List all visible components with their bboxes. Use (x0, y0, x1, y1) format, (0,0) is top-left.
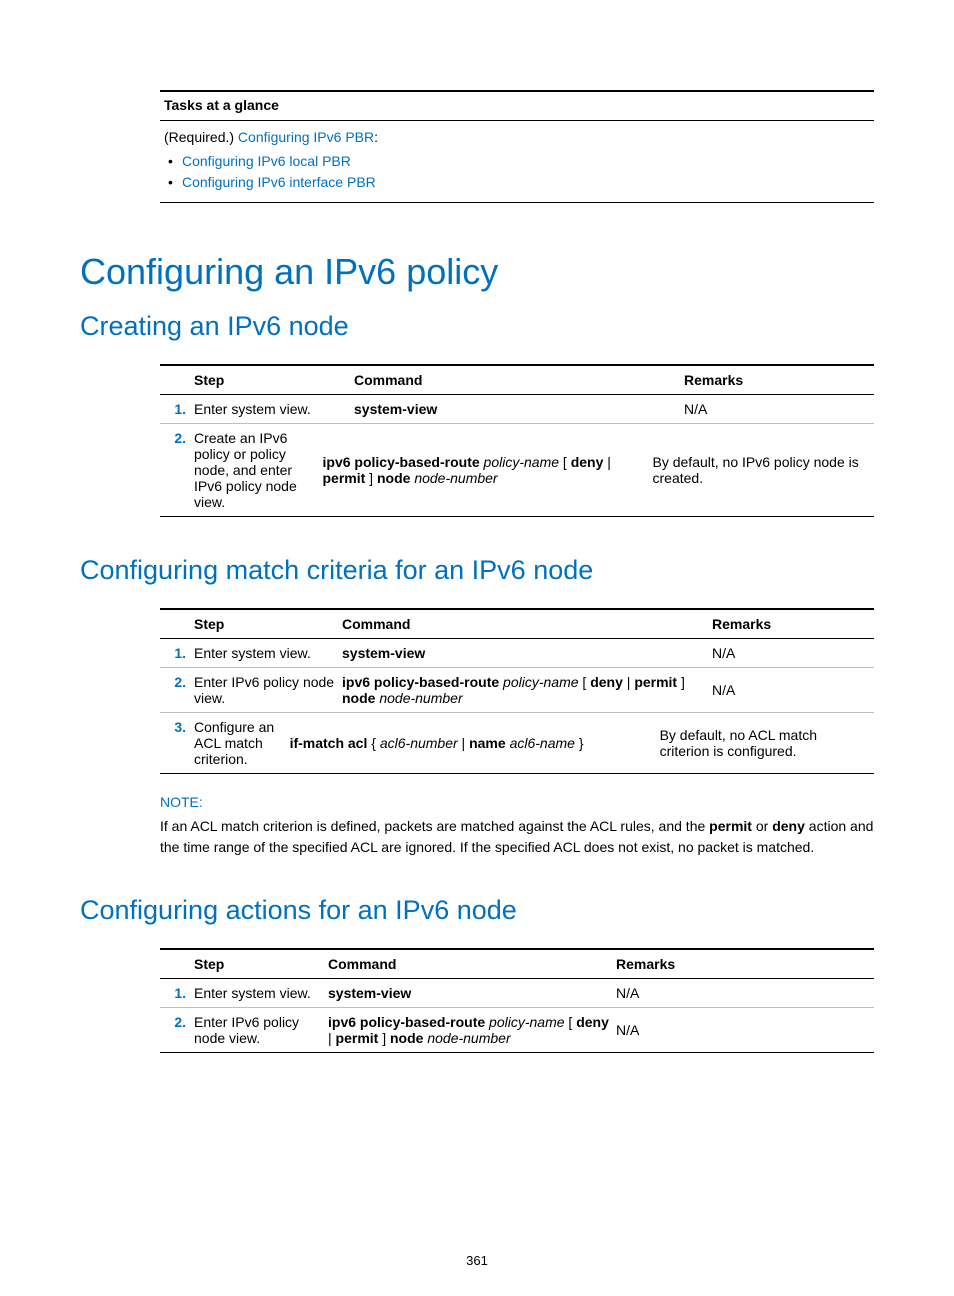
step-cell: 1.Enter system view. (164, 985, 328, 1001)
note-block: NOTE: If an ACL match criterion is defin… (160, 792, 874, 857)
step-table: Step Command Remarks 1.Enter system view… (160, 948, 874, 1053)
tasks-bullet-link[interactable]: Configuring IPv6 interface PBR (182, 174, 376, 190)
tasks-required-line: (Required.) Configuring IPv6 PBR: (164, 127, 870, 149)
tasks-bullet-item: Configuring IPv6 interface PBR (182, 172, 870, 194)
table-header-command: Command (328, 956, 616, 972)
remarks-cell: N/A (712, 682, 870, 698)
step-number: 1. (164, 401, 194, 417)
tasks-bullet-item: Configuring IPv6 local PBR (182, 151, 870, 173)
step-cell: 3.Configure an ACL match criterion. (164, 719, 290, 767)
section-heading: Configuring actions for an IPv6 node (80, 895, 874, 926)
command-cell: system-view (328, 985, 616, 1001)
table-header-row: Step Command Remarks (160, 950, 874, 979)
step-number: 1. (164, 645, 194, 661)
step-description: Enter IPv6 policy node view. (194, 1014, 328, 1046)
step-description: Enter IPv6 policy node view. (194, 674, 342, 706)
remarks-cell: N/A (712, 645, 870, 661)
step-cell: 1.Enter system view. (164, 401, 354, 417)
step-table: Step Command Remarks 1.Enter system view… (160, 364, 874, 517)
command-cell: system-view (354, 401, 684, 417)
note-label: NOTE: (160, 792, 874, 812)
table-header-remarks: Remarks (684, 372, 870, 388)
tasks-required-label: (Required.) (164, 129, 234, 145)
remarks-cell: N/A (616, 985, 870, 1001)
command-cell: if-match acl { acl6-number | name acl6-n… (290, 735, 660, 751)
step-description: Enter system view. (194, 401, 311, 417)
table-header-row: Step Command Remarks (160, 366, 874, 395)
page-number: 361 (0, 1253, 954, 1268)
tasks-bullet-link[interactable]: Configuring IPv6 local PBR (182, 153, 351, 169)
table-row: 1.Enter system view.system-viewN/A (160, 395, 874, 423)
remarks-cell: N/A (684, 401, 870, 417)
step-cell: 2.Enter IPv6 policy node view. (164, 1014, 328, 1046)
table-row: 2.Enter IPv6 policy node view.ipv6 polic… (160, 667, 874, 712)
step-number: 1. (164, 985, 194, 1001)
remarks-cell: N/A (616, 1022, 870, 1038)
section-heading: Configuring match criteria for an IPv6 n… (80, 555, 874, 586)
remarks-cell: By default, no IPv6 policy node is creat… (653, 454, 871, 486)
command-cell: ipv6 policy-based-route policy-name [ de… (342, 674, 712, 706)
step-description: Enter system view. (194, 985, 311, 1001)
tasks-colon: : (374, 129, 378, 145)
step-number: 3. (164, 719, 194, 767)
table-row: 1.Enter system view.system-viewN/A (160, 979, 874, 1007)
step-number: 2. (164, 674, 194, 706)
tasks-box: Tasks at a glance (Required.) Configurin… (160, 90, 874, 203)
step-cell: 2.Enter IPv6 policy node view. (164, 674, 342, 706)
tasks-header-text: Tasks at a glance (164, 97, 279, 113)
step-description: Enter system view. (194, 645, 311, 661)
table-row: 2.Create an IPv6 policy or policy node, … (160, 423, 874, 516)
table-header-step: Step (164, 372, 354, 388)
tasks-header: Tasks at a glance (160, 92, 874, 121)
document-page: Tasks at a glance (Required.) Configurin… (0, 0, 954, 1296)
remarks-cell: By default, no ACL match criterion is co… (660, 727, 870, 759)
step-cell: 1.Enter system view. (164, 645, 342, 661)
command-cell: ipv6 policy-based-route policy-name [ de… (328, 1014, 616, 1046)
tasks-bullets: Configuring IPv6 local PBR Configuring I… (182, 151, 870, 194)
command-cell: system-view (342, 645, 712, 661)
step-number: 2. (164, 430, 194, 510)
step-number: 2. (164, 1014, 194, 1046)
table-header-step: Step (164, 616, 342, 632)
page-title: Configuring an IPv6 policy (80, 251, 874, 293)
table-rows-s2: 1.Enter system view.system-viewN/A2.Ente… (160, 639, 874, 773)
step-table: Step Command Remarks 1.Enter system view… (160, 608, 874, 774)
table-header-command: Command (342, 616, 712, 632)
step-description: Create an IPv6 policy or policy node, an… (194, 430, 323, 510)
table-header-remarks: Remarks (712, 616, 870, 632)
table-row: 2.Enter IPv6 policy node view.ipv6 polic… (160, 1007, 874, 1052)
table-header-remarks: Remarks (616, 956, 870, 972)
command-cell: ipv6 policy-based-route policy-name [ de… (323, 454, 653, 486)
table-header-row: Step Command Remarks (160, 610, 874, 639)
table-header-command: Command (354, 372, 684, 388)
table-rows-s1: 1.Enter system view.system-viewN/A2.Crea… (160, 395, 874, 516)
section-heading: Creating an IPv6 node (80, 311, 874, 342)
tasks-body: (Required.) Configuring IPv6 PBR: Config… (160, 121, 874, 202)
step-cell: 2.Create an IPv6 policy or policy node, … (164, 430, 323, 510)
step-description: Configure an ACL match criterion. (194, 719, 290, 767)
table-row: 3.Configure an ACL match criterion.if-ma… (160, 712, 874, 773)
note-text: If an ACL match criterion is defined, pa… (160, 816, 874, 857)
table-row: 1.Enter system view.system-viewN/A (160, 639, 874, 667)
table-header-step: Step (164, 956, 328, 972)
tasks-required-link[interactable]: Configuring IPv6 PBR (238, 129, 374, 145)
table-rows-s3: 1.Enter system view.system-viewN/A2.Ente… (160, 979, 874, 1052)
